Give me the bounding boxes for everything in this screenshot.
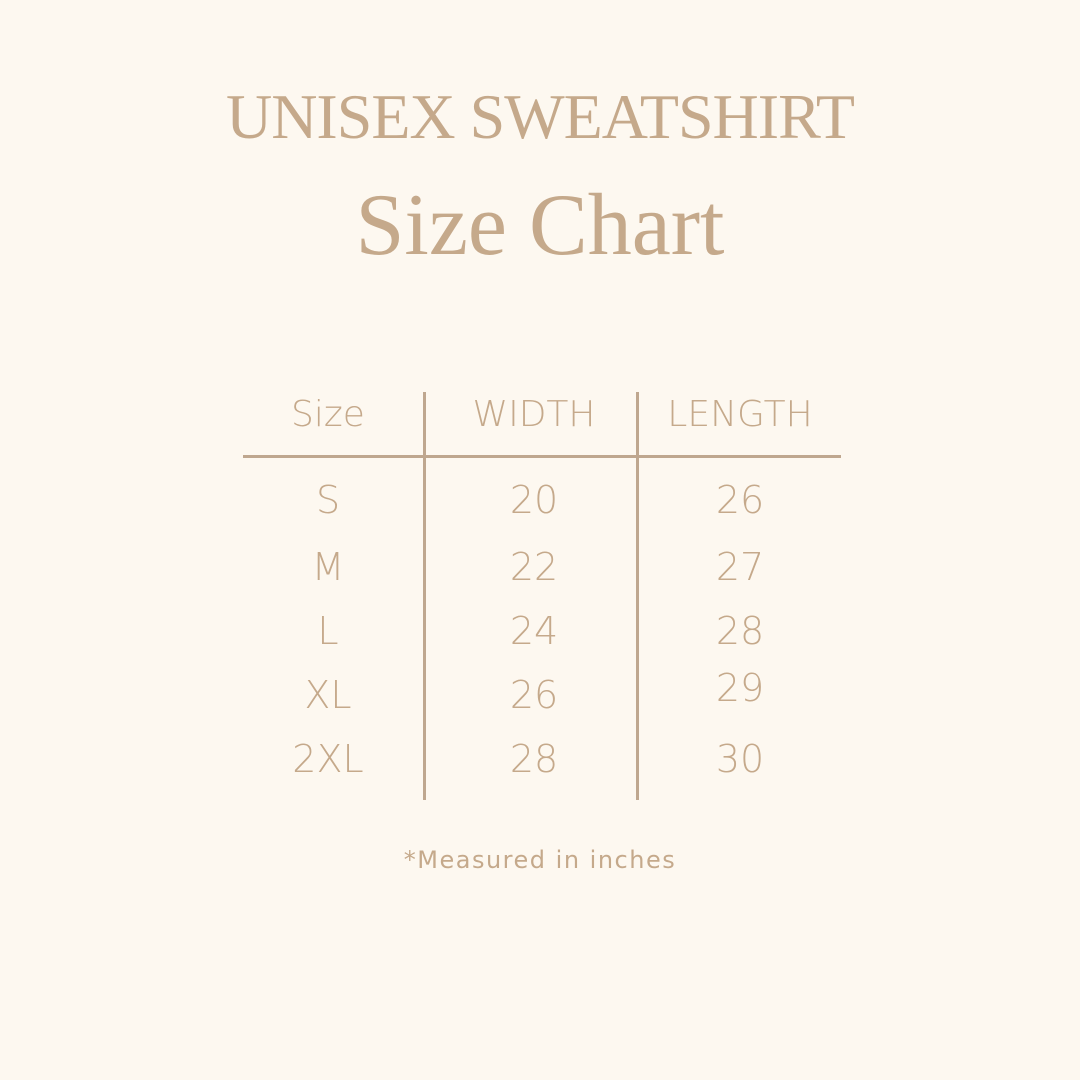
subtitle: Size Chart: [355, 177, 725, 274]
table-cell: 28: [509, 737, 559, 781]
title: UNISEX SWEATSHIRT: [225, 81, 855, 152]
header-size: Size: [291, 394, 365, 435]
table-cell: 28: [715, 609, 765, 653]
table-cell: 29: [715, 666, 765, 710]
column-divider-2: [636, 392, 639, 800]
table-cell: M: [311, 545, 345, 589]
table-cell: 30: [715, 737, 765, 781]
table-cell: 20: [509, 478, 559, 522]
table-cell: S: [315, 478, 341, 522]
table-cell: 26: [715, 478, 765, 522]
column-divider-1: [423, 392, 426, 800]
header-width: WIDTH: [472, 394, 596, 435]
header-length: LENGTH: [667, 394, 813, 435]
table-cell: XL: [304, 673, 352, 717]
table-cell: 24: [509, 609, 559, 653]
table-cell: 22: [509, 545, 559, 589]
table-cell: L: [317, 609, 339, 653]
footnote: *Measured in inches: [403, 846, 677, 874]
table-cell: 2XL: [292, 737, 364, 781]
header-divider: [243, 455, 841, 458]
table-cell: 27: [715, 545, 765, 589]
table-cell: 26: [509, 673, 559, 717]
